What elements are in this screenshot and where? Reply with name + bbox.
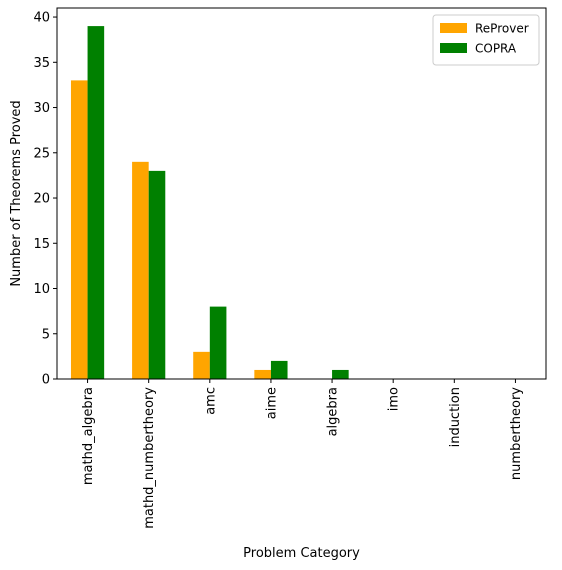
y-tick-label: 30 [33,101,50,116]
y-axis-label: Number of Theorems Proved [9,100,24,286]
x-axis-label: Problem Category [243,546,360,561]
y-tick-label: 20 [33,192,50,207]
y-tick-label: 35 [33,56,50,71]
bar-copra-mathd-numbertheory [148,170,166,379]
x-tick-label: numbertheory [509,387,524,480]
bar-reprover-amc [193,351,210,379]
legend-label-copra: COPRA [475,42,517,56]
bar-reprover-mathd-algebra [70,80,88,379]
x-tick-label: mathd_algebra [81,387,96,485]
y-tick-label: 0 [42,373,50,388]
x-tick-label: mathd_numbertheory [142,387,157,529]
x-tick-label: algebra [326,387,341,436]
x-tick-label: amc [203,387,218,415]
bars-layer [70,26,349,379]
x-tick-label: induction [448,387,463,447]
legend: ReProver COPRA [432,14,540,66]
ticks-layer: 0 5 10 15 20 25 30 35 40 mathd_algebra mathd_numbe… [33,11,523,529]
x-tick-label: aime [264,387,279,419]
bar-copra-mathd-algebra [87,26,105,379]
legend-swatch-copra [440,43,467,53]
y-tick-label: 15 [33,237,50,252]
plot-frame [56,7,547,380]
legend-swatch-reprover [440,23,467,33]
bar-copra-algebra [332,369,349,379]
y-tick-label: 25 [33,146,50,161]
y-tick-label: 10 [33,282,50,297]
x-tick-label: imo [387,387,402,411]
y-tick-label: 5 [42,327,50,342]
legend-label-reprover: ReProver [475,22,529,36]
bar-reprover-aime [254,369,271,379]
bar-copra-aime [270,360,288,379]
y-tick-label: 40 [33,11,50,26]
bar-copra-amc [209,306,227,379]
axes-layer [56,7,547,380]
bar-reprover-mathd-numbertheory [132,161,149,379]
